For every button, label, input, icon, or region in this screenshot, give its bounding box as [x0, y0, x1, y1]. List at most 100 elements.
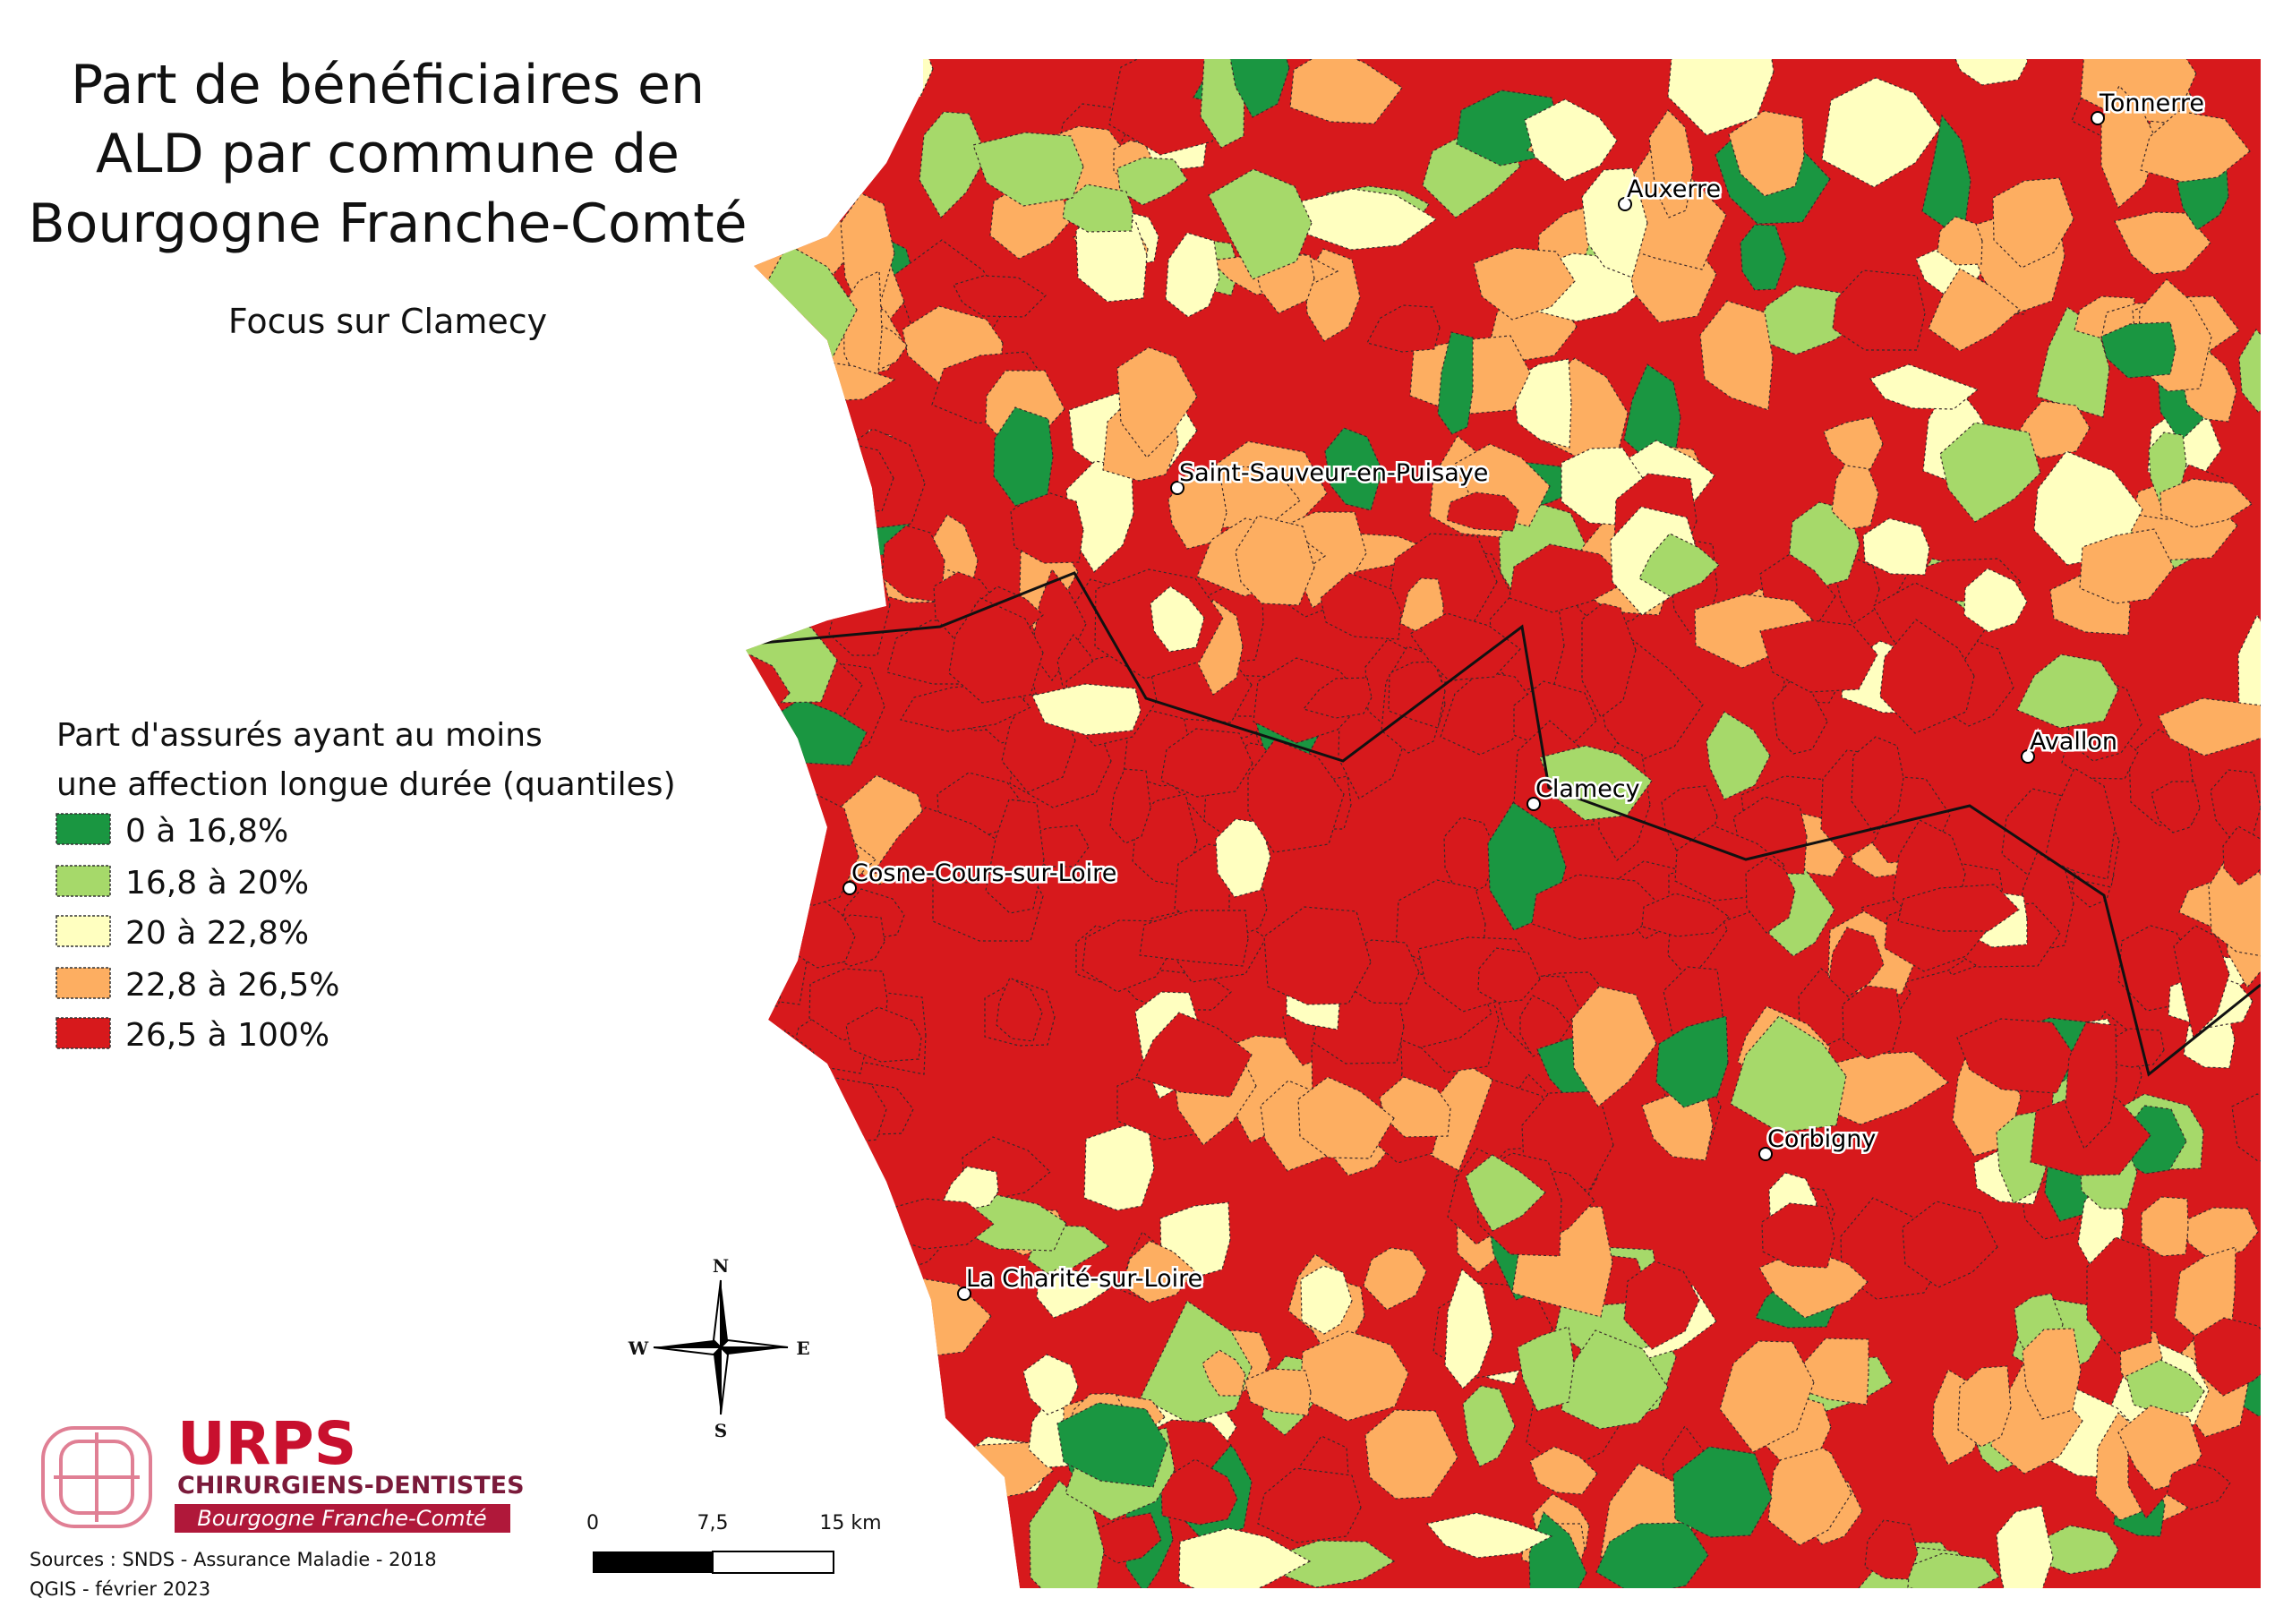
- commune: [1116, 346, 1198, 458]
- commune: [1595, 1522, 1709, 1588]
- commune: [809, 59, 865, 123]
- commune: [1462, 1385, 1516, 1467]
- city: Corbigny: [1758, 1124, 1878, 1161]
- commune: [972, 132, 1084, 207]
- logo-region: Bourgogne Franche-Comté: [197, 1506, 486, 1531]
- commune: [2222, 825, 2261, 886]
- commune: [1200, 59, 1245, 149]
- city: Cosne-Cours-sur-Loire: [842, 858, 1119, 895]
- commune: [1623, 1261, 1700, 1350]
- commune: [989, 184, 1075, 260]
- commune: [1531, 874, 1664, 940]
- commune: [948, 597, 1044, 704]
- commune: [1581, 167, 1648, 278]
- commune: [1517, 1326, 1575, 1412]
- logo-name: URPS: [177, 1409, 356, 1478]
- commune: [996, 977, 1043, 1042]
- commune: [1056, 1402, 1168, 1488]
- commune: [1083, 1118, 1155, 1211]
- logo: URPS CHIRURGIENS-DENTISTES Bourgogne Fra…: [41, 1409, 525, 1533]
- commune: [1299, 1330, 1409, 1422]
- commune: [1437, 331, 1474, 435]
- commune: [2080, 59, 2197, 124]
- commune: [845, 1006, 922, 1063]
- commune: [769, 329, 813, 407]
- city-label: Cosne-Cours-sur-Loire: [851, 859, 1116, 887]
- legend-swatch: [56, 915, 111, 947]
- city-label: Avallon: [2030, 728, 2117, 756]
- commune: [1719, 1340, 1815, 1453]
- city-label: Saint-Sauveur-en-Puisaye: [1179, 459, 1488, 487]
- commune: [1571, 986, 1657, 1107]
- commune: [1150, 585, 1205, 653]
- commune: [1921, 114, 1971, 231]
- commune: [1897, 884, 2020, 932]
- commune: [746, 1413, 796, 1477]
- cities: Tonnerre Auxerre Saint-Sauveur-en-Puisay…: [842, 88, 2207, 1301]
- commune: [1655, 1015, 1729, 1108]
- commune: [1022, 1354, 1079, 1415]
- commune: [919, 111, 988, 218]
- legend-label: 26,5 à 100%: [125, 1017, 329, 1054]
- commune: [1759, 620, 1878, 693]
- commune: [2151, 781, 2201, 833]
- commune: [1302, 677, 1373, 719]
- scale-label: 0: [586, 1512, 599, 1534]
- commune: [1528, 1510, 1587, 1588]
- city-label: Auxerre: [1627, 175, 1721, 203]
- commune: [2141, 1196, 2189, 1257]
- commune: [1062, 184, 1133, 233]
- commune: [1851, 736, 1904, 833]
- commune: [747, 1148, 807, 1240]
- legend-swatch: [56, 1017, 111, 1049]
- commune: [793, 1374, 851, 1450]
- commune: [1667, 59, 1775, 136]
- commune: [1165, 232, 1220, 318]
- commune: [793, 1075, 887, 1146]
- commune: [1031, 568, 1087, 682]
- commune: [1831, 456, 1879, 530]
- commune: [1957, 1365, 2012, 1448]
- commune: [746, 919, 769, 975]
- commune: [1160, 1458, 1238, 1526]
- commune: [1300, 1265, 1353, 1335]
- title-block: Part de bénéficiaires en ALD par commune…: [28, 54, 747, 341]
- commune: [1529, 1446, 1598, 1495]
- commune: [1706, 711, 1771, 800]
- commune: [2159, 478, 2253, 528]
- commune: [1247, 739, 1345, 853]
- commune: [1928, 268, 2021, 352]
- commune: [2079, 528, 2175, 604]
- commune: [1379, 1076, 1451, 1138]
- commune: [855, 1338, 937, 1431]
- commune: [941, 1166, 999, 1210]
- commune: [1297, 1076, 1395, 1159]
- commune: [1581, 603, 1637, 718]
- commune: [746, 854, 778, 947]
- commune: [1879, 619, 1975, 734]
- commune: [1745, 857, 1796, 934]
- commune: [1862, 517, 1930, 576]
- commune: [1178, 1527, 1312, 1588]
- city: Auxerre: [1618, 174, 1723, 211]
- commune: [2173, 925, 2230, 1039]
- commune: [746, 1242, 815, 1322]
- commune: [1409, 612, 1521, 681]
- commune: [1108, 59, 1226, 156]
- commune: [1263, 906, 1372, 1005]
- commune: [960, 1194, 1067, 1252]
- commune: [828, 544, 891, 656]
- commune: [1623, 363, 1681, 463]
- commune: [2193, 1317, 2261, 1397]
- commune: [810, 101, 885, 150]
- commune: [1761, 1202, 1835, 1269]
- commune: [1864, 1519, 1919, 1580]
- commune: [2231, 1093, 2261, 1162]
- commune: [1996, 1505, 2054, 1588]
- legend-swatch: [56, 967, 111, 999]
- commune: [2044, 767, 2116, 880]
- commune: [1539, 745, 1653, 821]
- commune: [746, 1315, 860, 1403]
- commune: [2100, 84, 2159, 209]
